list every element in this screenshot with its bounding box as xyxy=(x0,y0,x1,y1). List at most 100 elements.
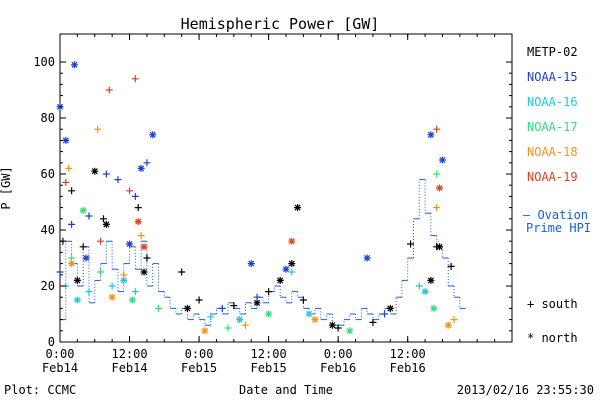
north-marker xyxy=(68,260,76,268)
south-marker xyxy=(224,324,232,332)
north-marker xyxy=(421,288,429,296)
north-marker xyxy=(120,276,128,284)
footer-timestamp: 2013/02/16 23:55:30 xyxy=(457,383,594,397)
north-marker xyxy=(444,321,452,329)
y-tick-label: 20 xyxy=(41,279,55,293)
south-marker xyxy=(207,313,215,321)
south-marker xyxy=(143,159,151,167)
south-marker xyxy=(178,268,186,276)
south-marker xyxy=(369,318,377,326)
north-marker xyxy=(201,327,209,335)
legend-entry: NOAA-19 xyxy=(527,170,578,184)
north-legend: * north xyxy=(527,331,578,345)
north-marker xyxy=(265,310,273,318)
north-marker xyxy=(128,296,136,304)
south-marker xyxy=(253,293,261,301)
x-tick-date-label: Feb14 xyxy=(111,361,147,375)
y-tick-label: 100 xyxy=(33,55,55,69)
north-marker xyxy=(82,254,90,262)
south-marker xyxy=(433,204,441,212)
south-marker xyxy=(131,192,139,200)
south-marker xyxy=(114,176,122,184)
south-marker xyxy=(85,212,93,220)
x-tick-label: 12:00 xyxy=(251,347,287,361)
south-marker xyxy=(450,316,458,324)
x-tick-label: 0:00 xyxy=(185,347,214,361)
y-axis-label: P [GW] xyxy=(0,166,13,209)
north-marker xyxy=(126,240,134,248)
north-marker xyxy=(346,327,354,335)
north-marker xyxy=(276,276,284,284)
north-marker xyxy=(137,164,145,172)
south-marker xyxy=(407,240,415,248)
south-marker xyxy=(85,288,93,296)
y-tick-label: 40 xyxy=(41,223,55,237)
north-marker xyxy=(305,310,313,318)
legend: METP-02 NOAA-15 NOAA-16 NOAA-17 NOAA-18 NOAA-… xyxy=(527,45,578,184)
north-marker xyxy=(430,304,438,312)
legend-entry: METP-02 xyxy=(527,45,578,59)
south-marker xyxy=(134,204,142,212)
y-tick-label: 80 xyxy=(41,111,55,125)
north-marker xyxy=(253,299,261,307)
north-marker xyxy=(288,260,296,268)
north-marker xyxy=(62,136,70,144)
south-marker xyxy=(143,254,151,262)
north-marker xyxy=(140,243,148,251)
north-marker xyxy=(102,220,110,228)
legend-entry: NOAA-17 xyxy=(527,120,578,134)
ovation-legend-line1: — Ovation xyxy=(523,208,588,222)
south-marker xyxy=(99,215,107,223)
south-marker xyxy=(97,237,105,245)
south-marker xyxy=(62,178,70,186)
south-marker xyxy=(241,321,249,329)
north-marker xyxy=(436,184,444,192)
south-marker xyxy=(288,268,296,276)
south-marker xyxy=(126,187,134,195)
north-marker xyxy=(436,243,444,251)
south-marker xyxy=(195,296,203,304)
north-marker xyxy=(328,321,336,329)
ovation-legend-line2: Prime HPI xyxy=(526,221,591,235)
x-tick-label: 0:00 xyxy=(324,347,353,361)
y-axis: 0 20 40 60 80 100 xyxy=(33,55,512,349)
south-marker xyxy=(131,75,139,83)
south-marker xyxy=(94,125,102,133)
south-marker xyxy=(433,170,441,178)
north-marker xyxy=(79,206,87,214)
north-marker xyxy=(247,260,255,268)
south-marker xyxy=(68,187,76,195)
south-marker xyxy=(381,310,389,318)
north-marker xyxy=(236,316,244,324)
x-tick-label: 12:00 xyxy=(111,347,147,361)
south-marker xyxy=(230,302,238,310)
ovation-hpi-line xyxy=(60,179,466,326)
x-axis-label: Date and Time xyxy=(239,383,333,397)
x-axis: 0:00Feb1412:00Feb140:00Feb1512:00Feb150:… xyxy=(42,34,513,375)
north-marker xyxy=(294,204,302,212)
south-marker xyxy=(334,324,342,332)
north-marker xyxy=(311,316,319,324)
data-points xyxy=(56,61,458,335)
north-marker xyxy=(108,293,116,301)
north-marker xyxy=(427,131,435,139)
south-marker xyxy=(299,296,307,304)
x-tick-date-label: Feb15 xyxy=(251,361,287,375)
x-tick-label: 12:00 xyxy=(390,347,426,361)
north-marker xyxy=(73,296,81,304)
south-marker xyxy=(68,220,76,228)
x-tick-date-label: Feb15 xyxy=(181,361,217,375)
south-marker xyxy=(131,288,139,296)
south-marker xyxy=(120,271,128,279)
legend-entry: NOAA-16 xyxy=(527,95,578,109)
north-marker xyxy=(91,167,99,175)
north-marker xyxy=(70,61,78,69)
y-tick-label: 0 xyxy=(48,335,55,349)
south-marker xyxy=(415,282,423,290)
x-tick-date-label: Feb16 xyxy=(390,361,426,375)
south-marker xyxy=(79,243,87,251)
y-tick-label: 60 xyxy=(41,167,55,181)
north-marker xyxy=(73,276,81,284)
north-marker xyxy=(134,218,142,226)
